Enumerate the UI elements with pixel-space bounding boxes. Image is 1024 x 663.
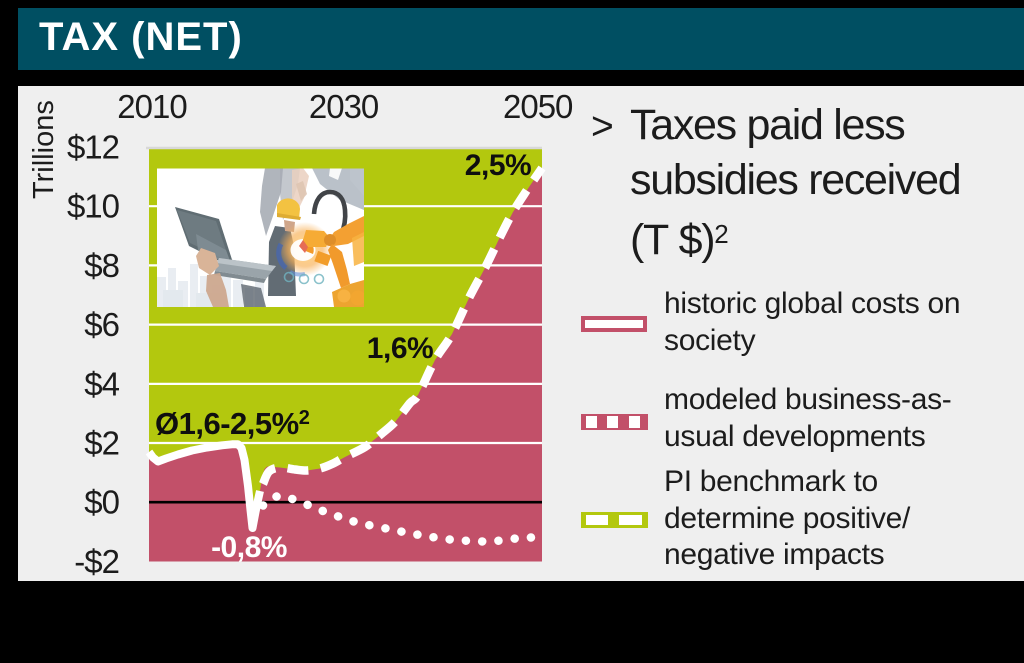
svg-text:2050: 2050 (503, 88, 573, 125)
svg-text:-0,8%: -0,8% (211, 531, 287, 564)
svg-text:Trillions: Trillions (28, 100, 60, 199)
svg-text:2030: 2030 (309, 88, 379, 125)
svg-text:2,5%: 2,5% (465, 149, 531, 182)
svg-text:$2: $2 (84, 425, 119, 462)
svg-text:1,6%: 1,6% (367, 332, 433, 365)
svg-text:$12: $12 (67, 129, 119, 166)
svg-text:$8: $8 (84, 247, 119, 284)
svg-text:2010: 2010 (117, 88, 187, 125)
svg-text:Ø1,6-2,5%2: Ø1,6-2,5%2 (155, 406, 310, 441)
svg-text:$10: $10 (67, 188, 120, 225)
svg-text:$6: $6 (84, 306, 119, 343)
svg-text:$0: $0 (84, 484, 119, 521)
svg-text:-$2: -$2 (74, 543, 119, 580)
svg-text:$4: $4 (84, 365, 119, 402)
